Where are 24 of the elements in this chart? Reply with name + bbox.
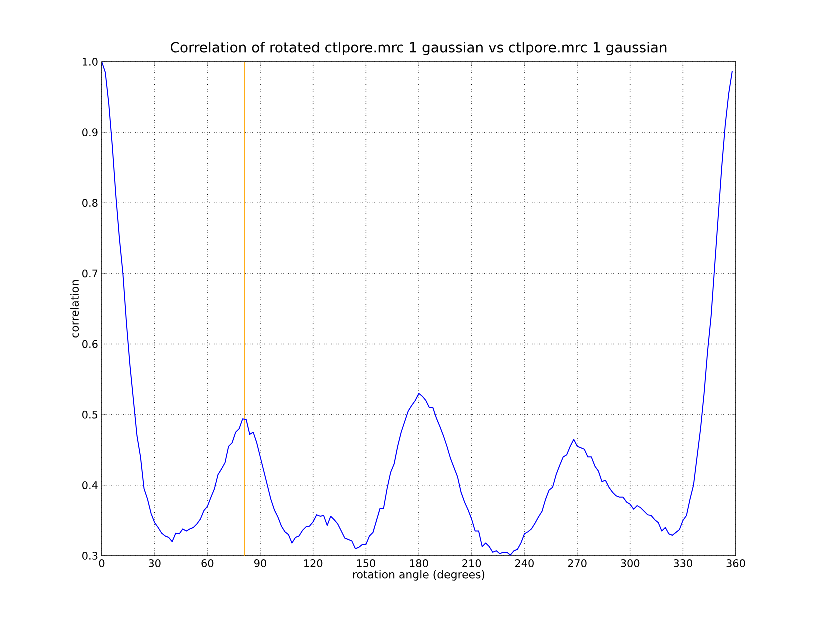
- x-tick-label: 180: [410, 560, 428, 568]
- x-tick-label: 300: [621, 560, 640, 568]
- x-tick-label: 0: [99, 560, 105, 568]
- x-tick-label: 240: [515, 560, 534, 568]
- x-tick-label: 360: [726, 560, 746, 568]
- x-tick-label: 270: [568, 560, 587, 568]
- x-axis-title: rotation angle (degrees): [354, 570, 485, 581]
- y-tick-label: 0.4: [82, 481, 98, 490]
- x-tick-label: 120: [304, 560, 323, 568]
- x-tick-label: 30: [148, 560, 161, 568]
- y-tick-label: 0.7: [82, 270, 98, 278]
- y-tick-label: 0.5: [82, 410, 98, 419]
- y-tick-label: 0.8: [82, 199, 98, 208]
- x-tick-label: 90: [254, 560, 266, 568]
- x-tick-label: 210: [462, 560, 482, 568]
- x-tick-label: 60: [202, 560, 214, 568]
- y-tick-label: 0.9: [82, 128, 98, 137]
- y-tick-label: 0.6: [82, 340, 98, 348]
- y-axis-title: correlation: [70, 280, 80, 338]
- y-tick-label: 0.3: [82, 552, 98, 560]
- y-tick-label: 1.0: [82, 58, 98, 66]
- x-tick-label: 150: [357, 560, 376, 568]
- x-tick-label: 330: [674, 560, 692, 568]
- chart-title: Correlation of rotated ctlpore.mrc 1 gaussian vs ctlpore.mrc 1 gaussian: [171, 42, 667, 56]
